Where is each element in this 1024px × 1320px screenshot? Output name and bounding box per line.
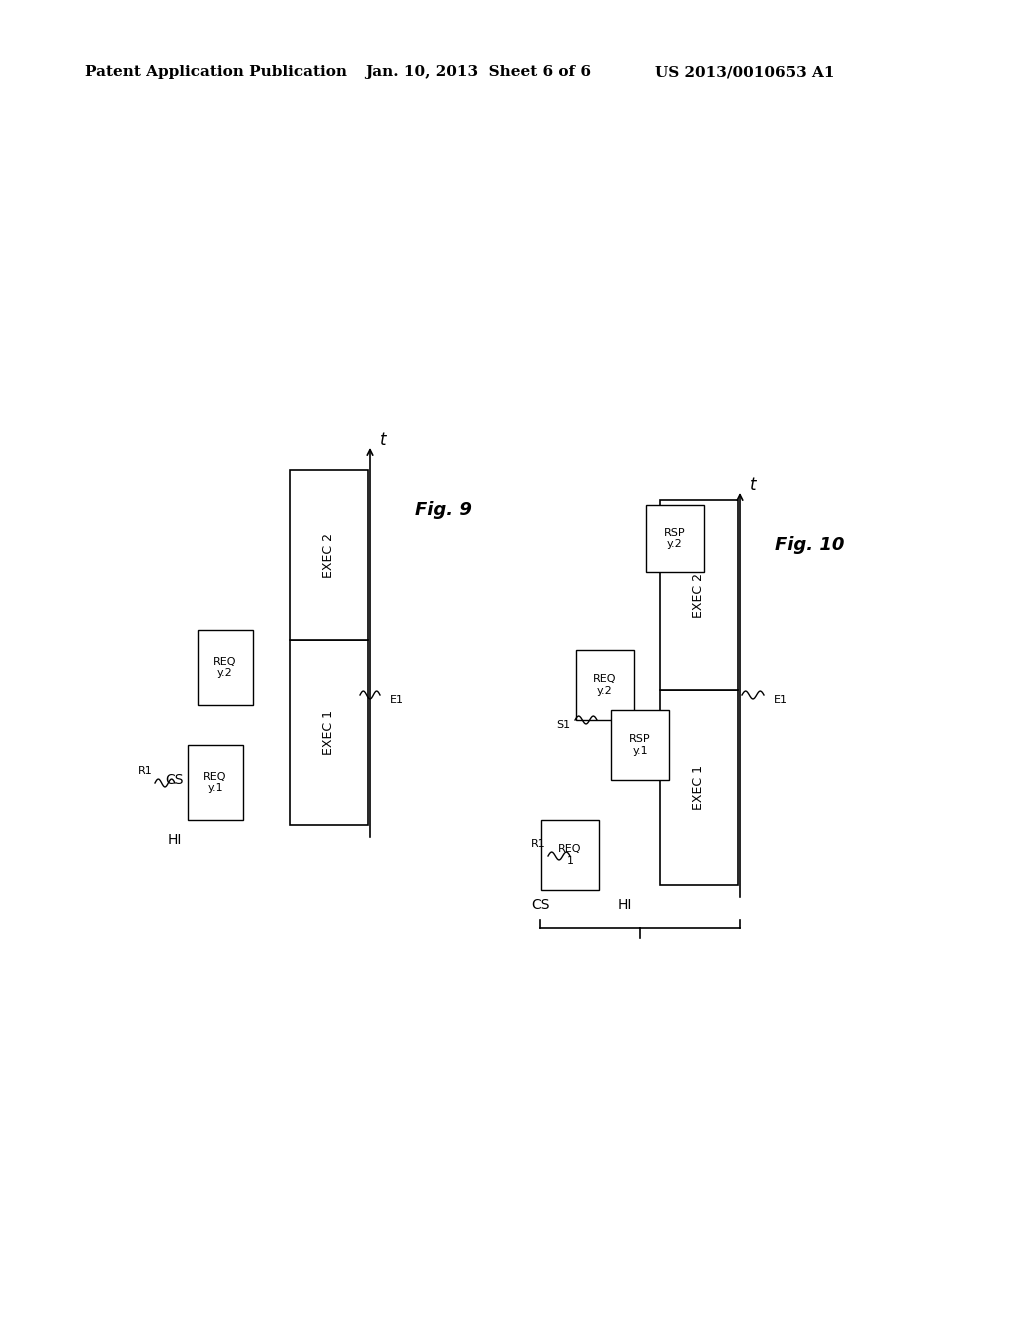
Text: REQ
y.1: REQ y.1	[203, 772, 226, 793]
Bar	[660, 690, 738, 884]
Text: E1: E1	[774, 696, 788, 705]
Text: R1: R1	[530, 840, 546, 849]
Text: HI: HI	[168, 833, 182, 847]
Bar	[611, 710, 669, 780]
Text: US 2013/0010653 A1: US 2013/0010653 A1	[655, 65, 835, 79]
Text: Patent Application Publication: Patent Application Publication	[85, 65, 347, 79]
Text: EXEC 1: EXEC 1	[323, 710, 336, 755]
Text: E1: E1	[390, 696, 404, 705]
Text: EXEC 2: EXEC 2	[692, 573, 706, 618]
Bar	[290, 640, 368, 825]
Text: CS: CS	[530, 898, 549, 912]
Text: Jan. 10, 2013  Sheet 6 of 6: Jan. 10, 2013 Sheet 6 of 6	[365, 65, 591, 79]
Text: REQ
1: REQ 1	[558, 845, 582, 866]
Bar	[290, 470, 368, 640]
Bar	[541, 820, 599, 890]
Text: RSP
y.1: RSP y.1	[629, 734, 651, 756]
Text: R1: R1	[137, 766, 153, 776]
Bar	[575, 649, 634, 719]
Text: REQ
y.2: REQ y.2	[213, 657, 237, 678]
Bar	[660, 500, 738, 690]
Text: S1: S1	[556, 719, 570, 730]
Text: Fig. 10: Fig. 10	[775, 536, 845, 554]
Bar	[187, 744, 243, 820]
Bar	[198, 630, 253, 705]
Text: RSP
y.2: RSP y.2	[665, 528, 686, 549]
Text: EXEC 2: EXEC 2	[323, 532, 336, 578]
Bar	[646, 506, 705, 572]
Text: REQ
y.2: REQ y.2	[593, 675, 616, 696]
Text: t: t	[750, 477, 757, 494]
Text: t: t	[380, 432, 386, 449]
Text: CS: CS	[166, 774, 184, 787]
Text: Fig. 9: Fig. 9	[415, 502, 472, 519]
Text: HI: HI	[617, 898, 632, 912]
Text: EXEC 1: EXEC 1	[692, 766, 706, 810]
